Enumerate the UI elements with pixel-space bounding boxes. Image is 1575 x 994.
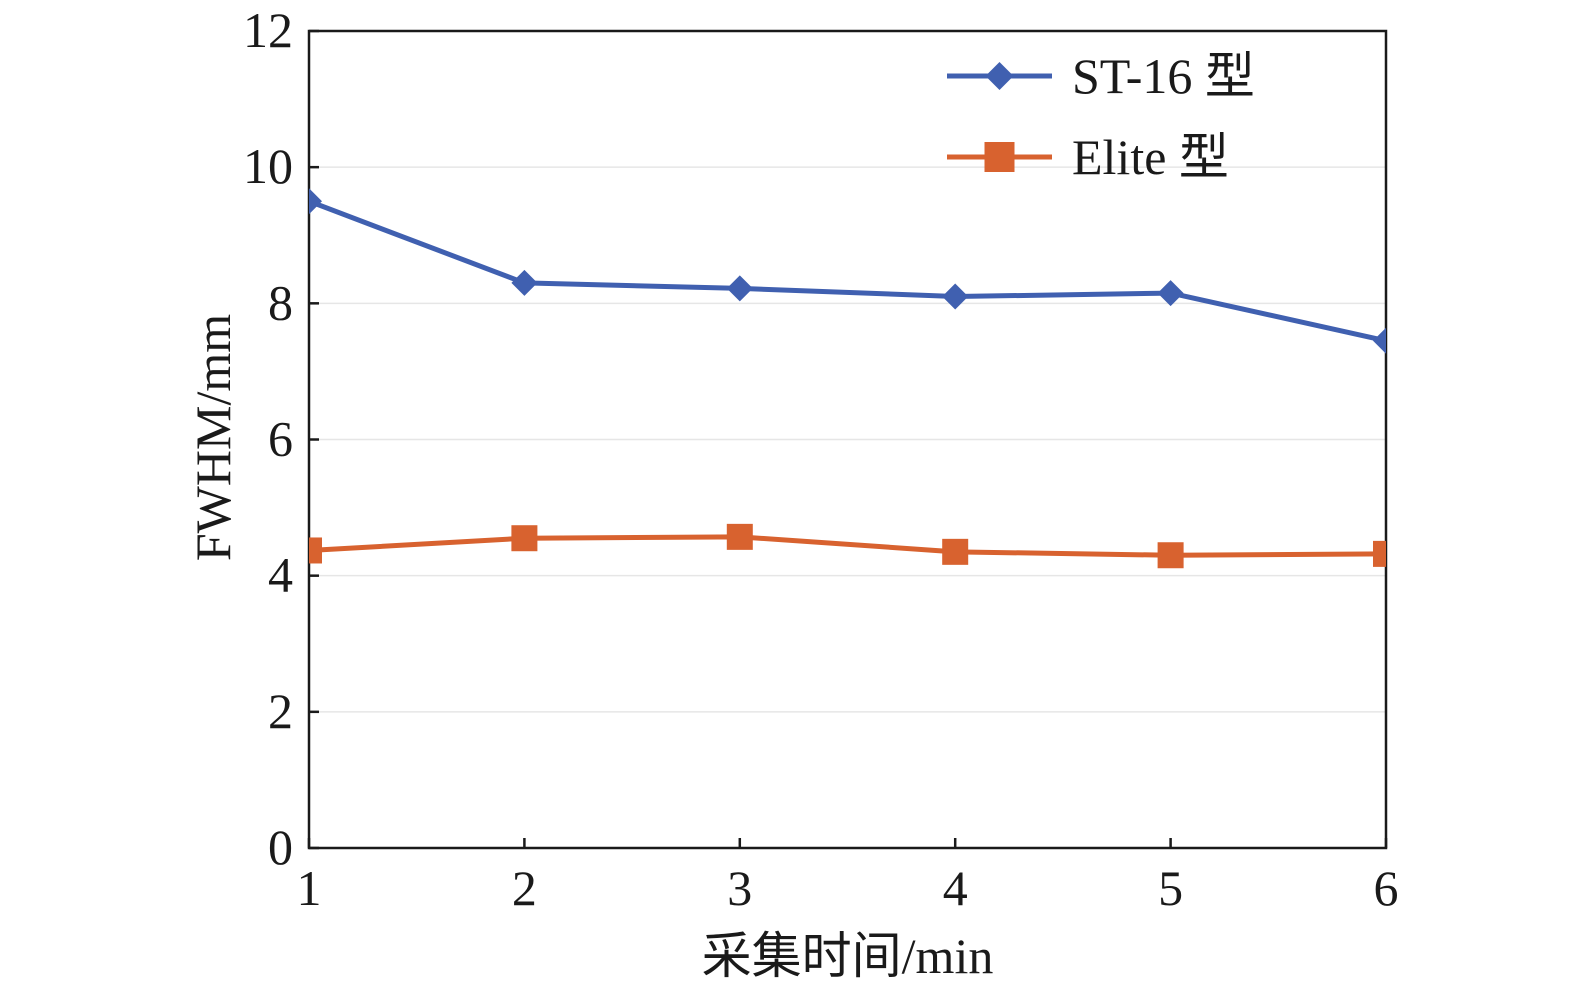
y-tick-label: 2	[268, 683, 293, 739]
data-point	[1373, 327, 1386, 354]
data-point	[309, 188, 322, 215]
series-st16	[309, 188, 1386, 354]
y-tick-label: 10	[243, 138, 293, 194]
legend-label: ST-16 型	[1072, 48, 1255, 104]
data-point	[511, 525, 538, 552]
y-tick-label: 12	[243, 2, 293, 58]
data-point	[726, 523, 753, 550]
data-point	[1157, 280, 1184, 307]
y-axis-title: FWHM/mm	[185, 314, 241, 561]
data-point	[726, 275, 753, 302]
y-tick-label: 4	[268, 547, 293, 603]
data-point	[942, 538, 969, 565]
x-tick-label: 3	[727, 860, 752, 916]
grid-lines	[309, 166, 1386, 713]
series-line	[309, 534, 1386, 558]
legend-entry: Elite 型	[947, 129, 1229, 185]
y-tick-label: 0	[268, 819, 293, 875]
data-point	[942, 283, 969, 310]
y-tick-label: 6	[268, 411, 293, 467]
data-point	[1373, 540, 1386, 567]
x-axis-title: 采集时间/min	[702, 928, 994, 984]
data-point	[511, 269, 538, 296]
x-tick-label: 4	[943, 860, 968, 916]
legend-entry: ST-16 型	[947, 48, 1255, 104]
legend-diamond-marker	[985, 62, 1014, 90]
y-tick-label: 8	[268, 274, 293, 330]
data-point	[1157, 542, 1184, 569]
legend-label: Elite 型	[1072, 129, 1229, 185]
series-elite	[309, 523, 1386, 569]
data-series	[309, 188, 1386, 569]
legend-square-marker	[984, 142, 1015, 172]
x-tick-label: 6	[1374, 860, 1399, 916]
data-point	[309, 537, 322, 564]
legend: ST-16 型 Elite 型	[947, 48, 1255, 185]
x-tick-label: 1	[297, 860, 322, 916]
x-tick-label: 2	[512, 860, 537, 916]
x-tick-label: 5	[1158, 860, 1183, 916]
series-line	[309, 198, 1386, 344]
